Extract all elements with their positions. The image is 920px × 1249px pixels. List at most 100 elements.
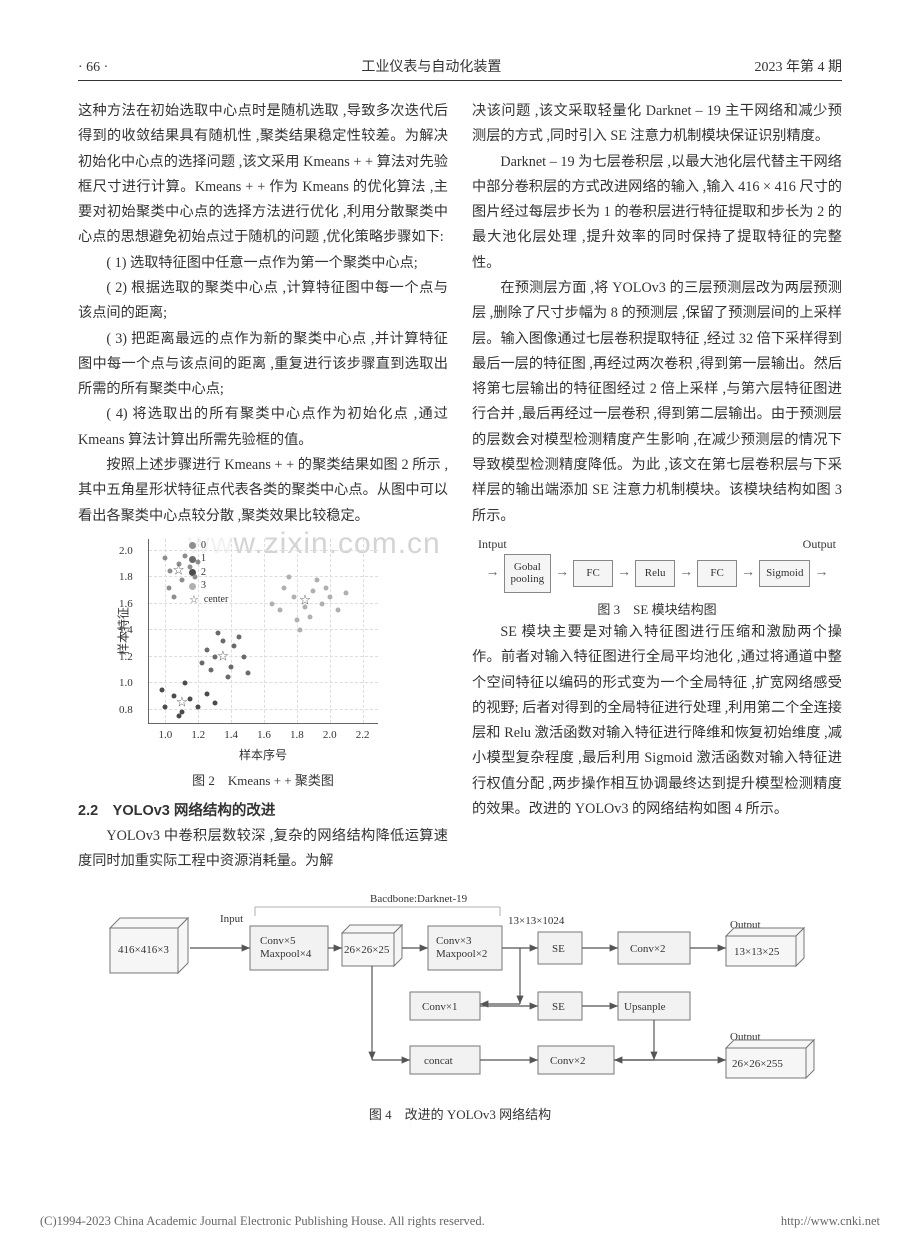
scatter-point (242, 654, 247, 659)
scatter-point (298, 628, 303, 633)
legend-label: 1 (201, 552, 206, 566)
legend-row: 1 (189, 552, 228, 566)
flow-arrow: → (617, 565, 631, 581)
hidden-cube: 26×26×25 (342, 925, 402, 966)
scatter-point (183, 554, 188, 559)
scatter-point (270, 601, 275, 606)
scatter-point (324, 586, 329, 591)
scatter-point (212, 700, 217, 705)
concat: concat (424, 1055, 453, 1067)
x-tick: 1.2 (191, 729, 205, 741)
svg-text:416×416×3: 416×416×3 (118, 944, 169, 956)
cluster-center-star: ☆ (172, 562, 185, 579)
scatter-point (327, 595, 332, 600)
input-cube: 416×416×3 (110, 918, 188, 973)
scatter-point (245, 670, 250, 675)
flow-arrow: → (741, 565, 755, 581)
x-tick: 2.2 (356, 729, 370, 741)
step-3: ( 3) 把距离最远的点作为新的聚类中心点 ,并计算特征图中每一个点与该点间的距… (78, 327, 448, 403)
scatter-point (163, 704, 168, 709)
y-tick: 1.2 (119, 651, 133, 663)
scatter-point (209, 667, 214, 672)
flow-arrow: → (814, 565, 828, 581)
convx2: Conv×2 (630, 943, 666, 955)
scatter-point (160, 687, 165, 692)
scatter-point (196, 704, 201, 709)
cluster-center-star: ☆ (176, 694, 189, 711)
step-1: ( 1) 选取特征图中任意一点作为第一个聚类中心点; (78, 251, 448, 276)
y-tick: 0.8 (119, 704, 133, 716)
scatter-point (281, 586, 286, 591)
scatter-point (193, 575, 198, 580)
figure-2: www.zixin.com.cn 样本特征 0123☆center 1.01.2… (78, 539, 448, 789)
flow-arrow: → (486, 565, 500, 581)
scatter-point (176, 714, 181, 719)
para-r2: Darknet – 19 为七层卷积层 ,以最大池化层代替主干网络中部分卷积层的… (472, 150, 842, 276)
flow-box: FC (573, 560, 613, 587)
output-cube-2: 26×26×255 (726, 1040, 814, 1078)
left-column: 这种方法在初始选取中心点时是随机选取 ,导致多次迭代后得到的收敛结果具有随机性 … (78, 99, 448, 874)
step-2: ( 2) 根据选取的聚类中心点 ,计算特征图中每一个点与该点间的距离; (78, 276, 448, 327)
figure-4-caption: 图 4 改进的 YOLOv3 网络结构 (78, 1104, 842, 1123)
branch-dim: 13×13×1024 (508, 915, 565, 927)
figure-2-caption: 图 2 Kmeans + + 聚类图 (78, 770, 448, 789)
page-number: · 66 · (78, 60, 108, 76)
flow-arrow: → (679, 565, 693, 581)
se-top: SE (552, 943, 565, 955)
scatter-point (237, 634, 242, 639)
figure-3-caption: 图 3 SE 模块结构图 (472, 599, 842, 618)
scatter-point (199, 661, 204, 666)
scatter-point (204, 691, 209, 696)
para-r3: 在预测层方面 ,将 YOLOv3 的三层预测层改为两层预测层 ,删除了尺寸步幅为… (472, 276, 842, 529)
se-mid: SE (552, 1001, 565, 1013)
scatter-point (225, 674, 230, 679)
legend-row: 3 (189, 579, 228, 593)
x-tick: 1.0 (159, 729, 173, 741)
scatter-point (314, 578, 319, 583)
scatter-point (311, 588, 316, 593)
convx1: Conv×1 (422, 1001, 458, 1013)
x-tick: 1.8 (290, 729, 304, 741)
output-cube-1: 13×13×25 (726, 928, 804, 966)
scatter-point (183, 681, 188, 686)
flow-box: FC (697, 560, 737, 587)
scatter-point (171, 595, 176, 600)
legend-row: ☆center (189, 593, 228, 608)
page-footer: (C)1994-2023 China Academic Journal Elec… (0, 1214, 920, 1229)
scatter-point (220, 638, 225, 643)
x-tick: 2.0 (323, 729, 337, 741)
legend-label: 3 (201, 579, 206, 593)
scatter-point (335, 608, 340, 613)
scatter-point (216, 630, 221, 635)
para-l3: YOLOv3 中卷积层数较深 ,复杂的网络结构降低运算速度同时加重实际工程中资源… (78, 824, 448, 875)
scatter-point (308, 615, 313, 620)
flow-box: Sigmoid (759, 560, 810, 587)
scatter-point (204, 648, 209, 653)
backbone-label: Bacdbone:Darknet-19 (370, 893, 468, 905)
figure-3: Intput Output →Gobalpooling→FC→Relu→FC→S… (472, 537, 842, 618)
para-r1: 决该问题 ,该文采取轻量化 Darknet – 19 主干网络和减少预测层的方式… (472, 99, 842, 150)
figure-4: Bacdbone:Darknet-19 416×416×3 Input Conv… (78, 888, 842, 1123)
body-columns: 这种方法在初始选取中心点时是随机选取 ,导致多次迭代后得到的收敛结果具有随机性 … (78, 99, 842, 874)
scatter-point (291, 595, 296, 600)
flow-box: Relu (635, 560, 675, 587)
svg-text:26×26×255: 26×26×255 (732, 1058, 783, 1070)
scatter-point (163, 555, 168, 560)
scatter-point (319, 601, 324, 606)
scatter-point (188, 697, 193, 702)
y-tick: 1.0 (119, 677, 133, 689)
scatter-legend: 0123☆center (185, 537, 232, 610)
input-tag: Input (220, 913, 243, 925)
y-tick: 1.4 (119, 624, 133, 636)
x-tick: 1.4 (224, 729, 238, 741)
para-l2: 按照上述步骤进行 Kmeans + + 的聚类结果如图 2 所示 ,其中五角星形… (78, 453, 448, 529)
page-header: · 66 · 工业仪表与自动化装置 2023 年第 4 期 (78, 56, 842, 81)
svg-text:26×26×25: 26×26×25 (344, 944, 390, 956)
fig3-input-label: Intput (478, 537, 507, 552)
scatter-point (196, 559, 201, 564)
para-r4: SE 模块主要是对输入特征图进行压缩和激励两个操作。前者对输入特征图进行全局平均… (472, 620, 842, 822)
y-tick: 1.6 (119, 598, 133, 610)
scatter-point (344, 591, 349, 596)
step-4: ( 4) 将选取出的所有聚类中心点作为初始化点 ,通过 Kmeans 算法计算出… (78, 402, 448, 453)
journal-title: 工业仪表与自动化装置 (361, 56, 501, 76)
